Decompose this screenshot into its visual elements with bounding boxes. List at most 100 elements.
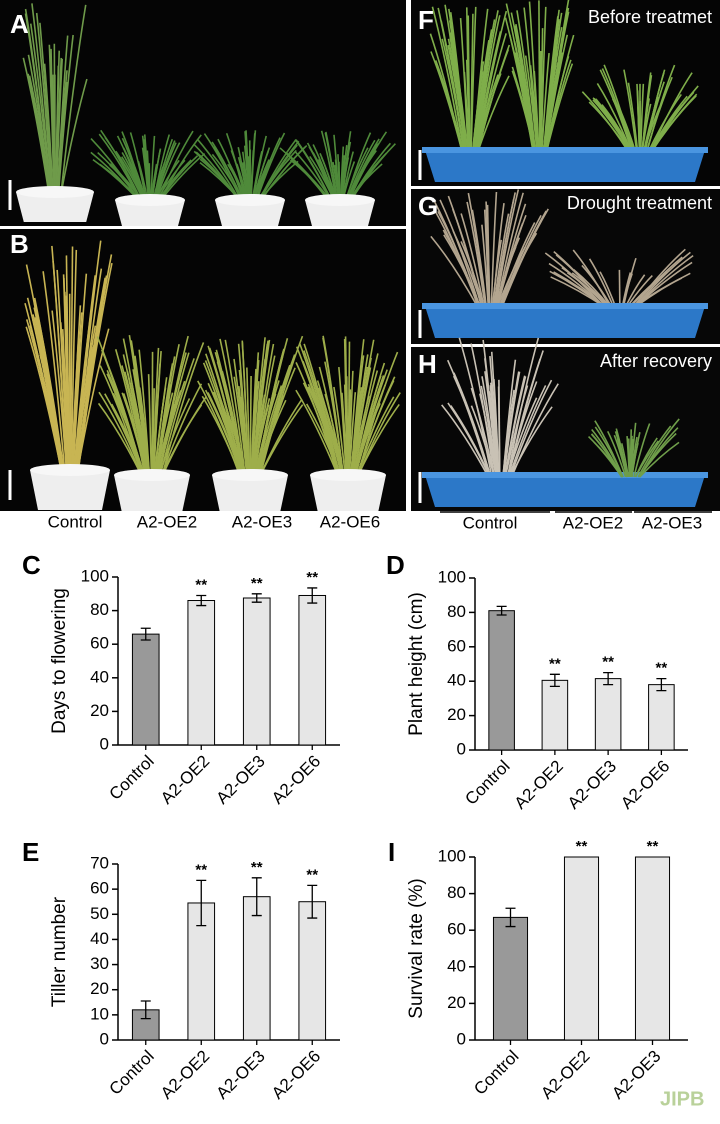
leaf	[543, 50, 562, 153]
leaf	[152, 384, 160, 476]
leaf	[129, 132, 147, 201]
significance: **	[195, 576, 207, 593]
error-bar	[656, 677, 667, 692]
leaf	[430, 235, 479, 309]
leaf	[627, 438, 631, 478]
leaf	[72, 273, 88, 471]
leaf	[150, 135, 156, 201]
leaf	[432, 197, 480, 309]
leaf	[22, 57, 50, 193]
watermark: JIPB	[660, 1088, 704, 1110]
leaf	[493, 379, 500, 478]
leaf	[350, 339, 365, 476]
y-axis-label: Plant height (cm)	[406, 592, 427, 736]
leaf	[132, 369, 150, 476]
leaf	[458, 337, 493, 478]
y-tick-label: 80	[90, 600, 109, 619]
leaf	[90, 137, 139, 201]
leaf	[197, 380, 241, 476]
leaf	[629, 438, 634, 478]
pot-rim	[212, 469, 288, 481]
error-bar	[196, 594, 207, 607]
leaf	[441, 404, 490, 478]
leaf	[523, 7, 538, 153]
leaf	[513, 41, 536, 153]
panel-caption: After recovery	[600, 351, 712, 371]
bar	[242, 896, 271, 1041]
leaf	[509, 379, 553, 478]
photo-label: Control	[463, 513, 518, 532]
leaf	[639, 441, 680, 478]
leaf	[28, 75, 51, 193]
leaf	[224, 339, 246, 476]
leaf	[357, 403, 400, 476]
leaf	[504, 376, 527, 478]
leaf	[153, 396, 166, 476]
y-tick-label: 30	[90, 954, 109, 973]
significance: **	[602, 654, 614, 671]
x-tick-label: Control	[106, 1047, 158, 1099]
pot	[215, 200, 285, 226]
panel-letter: E	[22, 837, 39, 867]
significance: **	[251, 859, 263, 876]
leaf	[503, 371, 521, 478]
y-tick-label: 70	[90, 853, 109, 872]
leaf	[249, 376, 252, 476]
x-tick-label: Control	[106, 752, 158, 804]
leaf	[75, 307, 104, 471]
y-tick-label: 50	[90, 904, 109, 923]
photo-art	[8, 0, 708, 511]
leaf	[155, 392, 174, 476]
leaf	[307, 386, 341, 476]
leaf	[494, 189, 520, 309]
leaf	[29, 23, 51, 193]
y-tick-label: 40	[90, 667, 109, 686]
leaf	[158, 352, 190, 476]
leaf	[474, 10, 499, 153]
leaf	[502, 389, 515, 478]
leaf	[252, 337, 266, 476]
x-tick-label: A2-OE6	[268, 752, 324, 808]
leaf	[104, 393, 144, 476]
leaf	[544, 252, 606, 309]
leaf	[479, 393, 497, 478]
y-tick-label: 60	[447, 920, 466, 939]
leaf	[295, 389, 339, 476]
leaf	[647, 93, 682, 153]
leaf	[320, 130, 338, 201]
leaf	[620, 443, 630, 478]
leaf	[60, 78, 88, 193]
panel-letter: I	[388, 837, 395, 867]
leaf	[338, 367, 347, 476]
tray	[425, 475, 705, 507]
pot	[114, 475, 190, 511]
leaf	[279, 147, 329, 201]
leaf	[54, 65, 60, 193]
leaf	[467, 192, 487, 309]
significance: **	[647, 838, 659, 855]
leaf	[595, 98, 632, 153]
photo-text: A B F Before treatmet G Drought treatment H Aft…	[10, 5, 712, 532]
error-bar	[549, 673, 560, 688]
leaf	[62, 274, 70, 471]
leaf	[636, 90, 641, 153]
significance: **	[576, 838, 588, 855]
photo-label: A2-OE3	[642, 513, 702, 532]
leaf	[498, 379, 501, 478]
x-tick-label: A2-OE6	[268, 1047, 324, 1103]
leaf	[52, 260, 68, 471]
bar	[594, 678, 622, 751]
panel-letter: C	[22, 550, 41, 580]
error-bar	[496, 605, 507, 616]
y-tick-label: 20	[447, 705, 466, 724]
leaf	[256, 132, 286, 201]
leaf	[637, 425, 672, 478]
y-tick-label: 0	[100, 1029, 109, 1048]
leaf	[471, 209, 488, 309]
x-tick-label: A2-OE6	[617, 757, 673, 813]
leaf	[51, 310, 68, 471]
leaf	[351, 354, 369, 476]
leaf	[333, 386, 346, 476]
